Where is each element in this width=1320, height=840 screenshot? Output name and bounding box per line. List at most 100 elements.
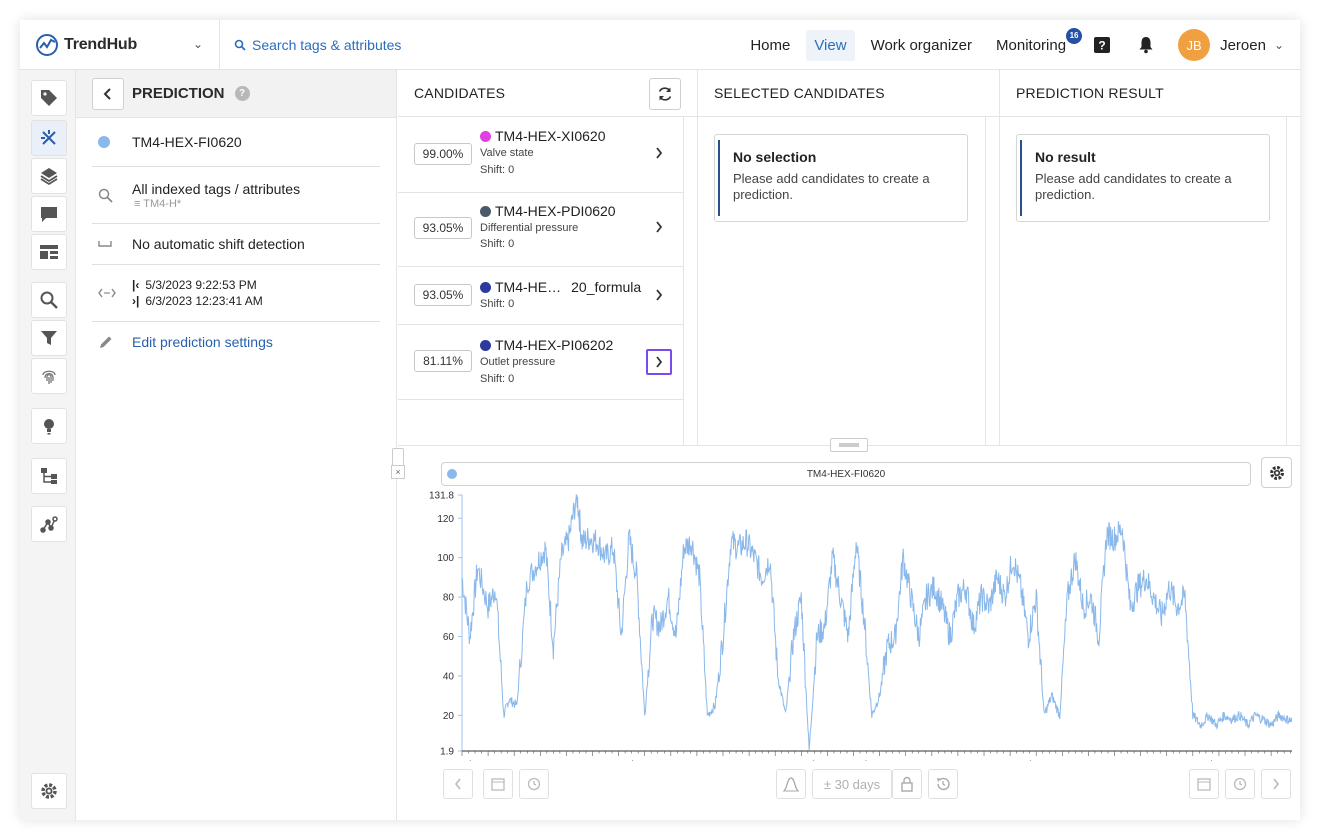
end-date-button[interactable] xyxy=(1189,769,1219,799)
brand-switcher[interactable]: TrendHub ⌄ xyxy=(20,20,220,70)
layers-tool-button[interactable] xyxy=(31,158,67,194)
pan-right-button[interactable] xyxy=(1261,769,1291,799)
series-color-dot xyxy=(480,130,491,142)
match-percentage: 93.05% xyxy=(414,284,472,306)
user-avatar[interactable]: JB xyxy=(1178,29,1211,61)
y-tick-label: 80 xyxy=(443,593,455,604)
settings-tool-button[interactable] xyxy=(31,773,67,809)
match-percentage: 93.05% xyxy=(414,217,472,239)
lightbulb-icon xyxy=(44,419,54,435)
svg-text:?: ? xyxy=(1098,39,1105,53)
tool-rail xyxy=(20,70,76,820)
lock-icon xyxy=(901,776,913,792)
tags-tool-button[interactable] xyxy=(31,80,67,116)
nav-home[interactable]: Home xyxy=(750,36,791,54)
history-icon xyxy=(937,777,950,791)
x-tick-label: Thu, 25 xyxy=(1023,760,1057,761)
chart-settings-button[interactable] xyxy=(1261,457,1292,488)
hierarchy-icon xyxy=(41,468,57,484)
edit-settings-row[interactable]: Edit prediction settings xyxy=(92,322,380,362)
bell-icon xyxy=(1139,37,1153,54)
notifications-button[interactable] xyxy=(1126,25,1166,65)
hierarchy-tool-button[interactable] xyxy=(31,458,67,494)
nav-monitoring[interactable]: Monitoring 16 xyxy=(988,27,1083,61)
chevron-down-icon[interactable]: ⌄ xyxy=(1273,38,1284,52)
x-tick-label: May 21 xyxy=(910,760,943,761)
candidate-item[interactable]: 93.05% TM4-HEX-PDI0620 Differential pres… xyxy=(398,193,683,267)
add-candidate-button[interactable] xyxy=(646,140,672,166)
nav-work-organizer[interactable]: Work organizer xyxy=(870,36,973,54)
shift-label: No automatic shift detection xyxy=(132,236,305,252)
time-range-row[interactable]: |‹ 5/3/2023 9:22:53 PM ›| 6/3/2023 12:23:4… xyxy=(92,265,380,322)
candidate-description: Outlet pressure xyxy=(480,356,556,368)
help-button[interactable]: ? xyxy=(1082,25,1122,65)
candidates-scrollbar[interactable] xyxy=(683,117,697,445)
gear-icon xyxy=(1269,465,1284,480)
add-candidate-button[interactable] xyxy=(646,214,672,240)
insights-tool-button[interactable] xyxy=(31,408,67,444)
target-tag-name: TM4-HEX-FI0620 xyxy=(132,134,242,150)
range-label[interactable]: ± 30 days xyxy=(812,769,892,799)
candidates-column: CANDIDATES 99.00% TM4-HEX-XI0620 Valve s… xyxy=(398,70,698,445)
dashboard-icon xyxy=(40,245,58,259)
start-date-button[interactable] xyxy=(483,769,513,799)
candidate-shift: Shift: 0 xyxy=(480,238,515,250)
candidate-item[interactable]: 81.11% TM4-HEX-PI06202 Outlet pressure S… xyxy=(398,325,683,400)
lock-range-button[interactable] xyxy=(892,769,922,799)
pencil-icon xyxy=(100,336,112,348)
candidate-description: Valve state xyxy=(480,147,534,159)
shift-row[interactable]: No automatic shift detection xyxy=(92,224,380,265)
close-icon[interactable]: × xyxy=(391,465,405,479)
auto-scale-button[interactable] xyxy=(776,769,806,799)
search-tool-button[interactable] xyxy=(31,282,67,318)
time-range-icon xyxy=(98,288,116,298)
user-name[interactable]: Jeroen xyxy=(1220,36,1266,54)
nav-monitoring-label: Monitoring xyxy=(996,36,1067,54)
fingerprint-tool-button[interactable] xyxy=(31,358,67,394)
filter-icon xyxy=(41,331,57,345)
candidate-shift: Shift: 0 xyxy=(480,373,515,385)
prediction-tool-button[interactable] xyxy=(31,120,67,156)
card-message: Please add candidates to create a predic… xyxy=(1035,171,1232,202)
help-icon[interactable]: ? xyxy=(234,86,250,101)
dashboard-tool-button[interactable] xyxy=(31,234,67,270)
search-tags-input[interactable]: Search tags & attributes xyxy=(220,37,520,53)
no-result-card: No result Please add candidates to creat… xyxy=(1016,134,1270,222)
start-time-button[interactable] xyxy=(519,769,549,799)
history-button[interactable] xyxy=(928,769,958,799)
end-time: 6/3/2023 12:23:41 AM xyxy=(145,294,263,308)
search-icon xyxy=(40,291,58,309)
add-candidate-button[interactable] xyxy=(646,282,672,308)
drag-lines-icon xyxy=(839,443,859,447)
candidate-item[interactable]: 93.05% TM4-HE… 20_formula Shift: 0 xyxy=(398,267,683,325)
calendar-icon xyxy=(1197,778,1211,791)
filter-tool-button[interactable] xyxy=(31,320,67,356)
back-button[interactable] xyxy=(92,77,124,110)
shift-bracket-icon xyxy=(98,241,112,247)
result-scrollbar[interactable] xyxy=(1286,117,1300,445)
y-tick-label: 120 xyxy=(437,514,454,525)
nav-view[interactable]: View xyxy=(806,29,855,61)
trend-chart[interactable]: 131.8 120 100 80 60 40 20 1.9 Fri, 5 May 7 Tue, 9 T… xyxy=(398,491,1300,761)
graph-tool-button[interactable] xyxy=(31,506,67,542)
end-time-button[interactable] xyxy=(1225,769,1255,799)
scope-row[interactable]: All indexed tags / attributes ≡ TM4-H* xyxy=(92,167,380,224)
match-percentage: 99.00% xyxy=(414,143,472,165)
x-tick-label: Tue, 23 xyxy=(966,760,1000,761)
comment-icon xyxy=(41,207,57,222)
annotations-tool-button[interactable] xyxy=(31,196,67,232)
pan-left-button[interactable] xyxy=(443,769,473,799)
add-candidate-button[interactable] xyxy=(646,349,672,375)
edit-settings-link[interactable]: Edit prediction settings xyxy=(132,334,273,350)
selected-scrollbar[interactable] xyxy=(985,117,999,445)
y-tick-label: 40 xyxy=(443,671,455,682)
match-percentage: 81.11% xyxy=(414,350,472,372)
series-line xyxy=(461,494,1293,751)
chart-resize-handle[interactable] xyxy=(830,438,868,452)
help-icon: ? xyxy=(1094,37,1111,53)
candidate-item[interactable]: 99.00% TM4-HEX-XI0620 Valve state Shift:… xyxy=(398,118,683,193)
chart-tag-bar[interactable]: TM4-HEX-FI0620 xyxy=(441,462,1251,486)
refresh-button[interactable] xyxy=(649,78,681,110)
target-tag-row[interactable]: TM4-HEX-FI0620 xyxy=(92,118,380,167)
chart-area: TM4-HEX-FI0620 131.8 120 100 80 60 40 20 1.9 Fri… xyxy=(398,438,1300,820)
